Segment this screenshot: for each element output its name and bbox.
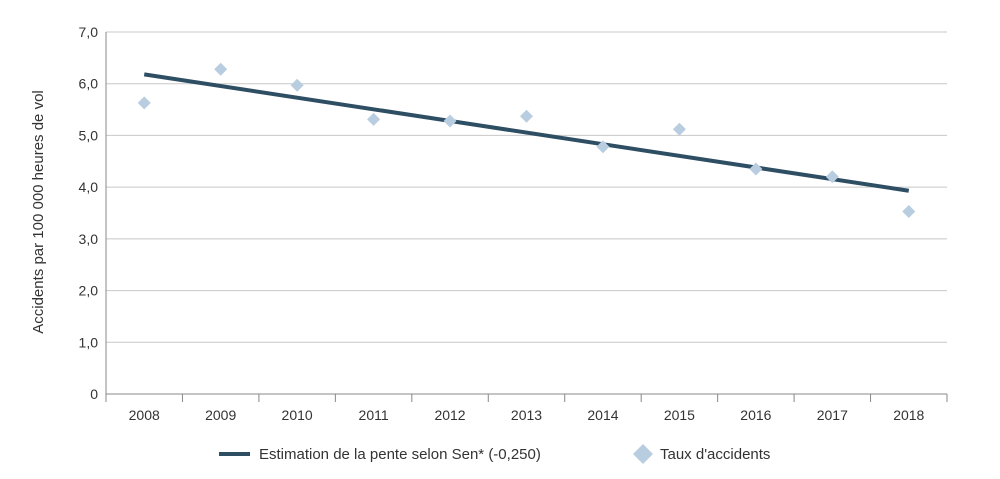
data-point-marker [520,109,533,123]
data-point-marker [443,114,457,128]
series [137,62,916,218]
y-tick-label: 1,0 [79,334,99,350]
y-tick-label: 3,0 [79,231,99,247]
x-tick-label: 2009 [205,407,236,423]
x-tick-label: 2013 [511,407,542,423]
x-tick-label: 2008 [129,407,160,423]
data-point-marker [367,112,381,126]
y-tick-labels: 0 1,0 2,0 3,0 4,0 5,0 6,0 7,0 [79,24,99,402]
trend-line [143,72,910,193]
axes [105,32,948,402]
grid-lines [106,31,947,343]
data-point-marker [214,62,228,76]
x-tick-label: 2011 [359,407,389,423]
y-tick-label: 5,0 [79,127,99,143]
data-point-marker [672,122,686,136]
data-point-marker [137,96,151,110]
x-tick-label: 2010 [282,407,313,423]
legend-line-label: Estimation de la pente selon Sen* (-0,25… [259,446,541,463]
y-tick-label: 0 [90,386,98,402]
x-tick-labels: 2008 2009 2010 2011 2012 2013 2014 2015 2016 2017… [129,407,925,423]
data-point-marker [290,78,304,92]
y-tick-label: 6,0 [79,76,99,92]
y-tick-label: 4,0 [79,179,99,195]
legend-scatter-label: Taux d'accidents [660,446,770,463]
x-tick-label: 2018 [893,407,924,423]
x-tick-label: 2012 [434,407,465,423]
x-tick-label: 2015 [664,407,695,423]
x-tick-label: 2014 [587,407,618,423]
data-point-marker [749,162,763,176]
data-point-marker [825,170,839,184]
data-point-marker [902,204,916,218]
y-tick-label: 2,0 [79,283,99,299]
x-tick-label: 2016 [740,407,771,423]
x-tick-label: 2017 [817,407,848,423]
legend-diamond-swatch [633,444,653,464]
data-point-marker [596,140,610,154]
y-axis-title: Accidents par 100 000 heures de vol [30,90,47,334]
legend: Estimation de la pente selon Sen* (-0,25… [219,444,770,464]
y-tick-label: 7,0 [79,24,99,40]
